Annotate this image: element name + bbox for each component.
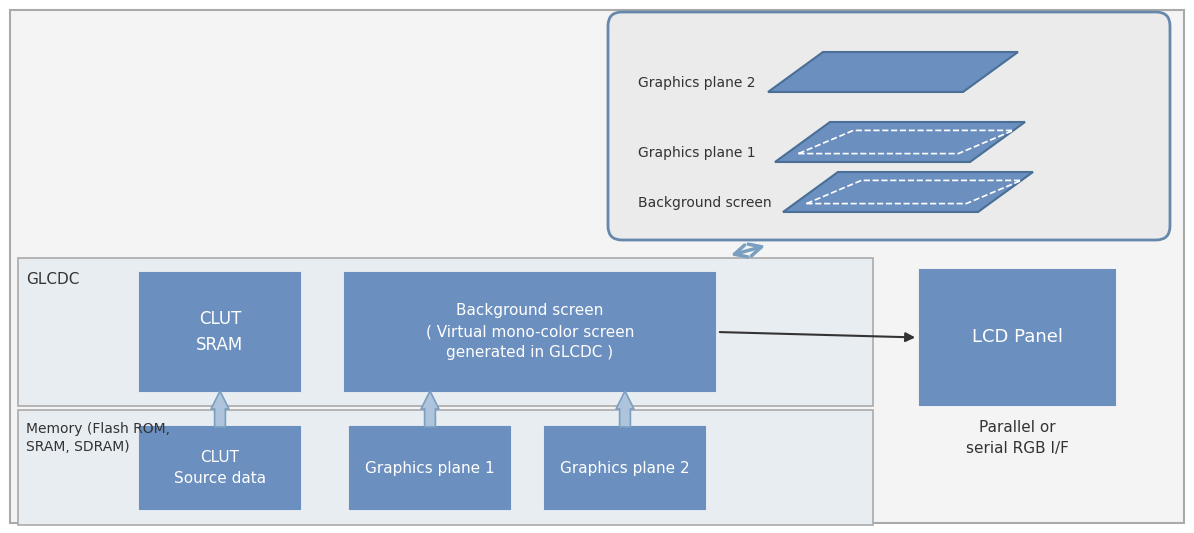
FancyBboxPatch shape <box>608 12 1170 240</box>
FancyBboxPatch shape <box>350 427 510 509</box>
Polygon shape <box>775 122 1024 162</box>
Polygon shape <box>783 172 1033 212</box>
Text: Background screen
( Virtual mono-color screen
generated in GLCDC ): Background screen ( Virtual mono-color s… <box>426 303 634 360</box>
Text: Memory (Flash ROM,
SRAM, SDRAM): Memory (Flash ROM, SRAM, SDRAM) <box>26 422 170 455</box>
Text: Background screen: Background screen <box>638 196 771 210</box>
FancyBboxPatch shape <box>18 258 873 406</box>
Text: Graphics plane 1: Graphics plane 1 <box>638 146 756 160</box>
Polygon shape <box>768 52 1018 92</box>
FancyBboxPatch shape <box>140 427 300 509</box>
FancyBboxPatch shape <box>921 270 1115 405</box>
Text: LCD Panel: LCD Panel <box>972 328 1063 346</box>
Text: CLUT
Source data: CLUT Source data <box>174 450 266 486</box>
Text: Graphics plane 2: Graphics plane 2 <box>638 76 756 90</box>
FancyArrow shape <box>616 391 634 427</box>
Text: Parallel or
serial RGB I/F: Parallel or serial RGB I/F <box>966 420 1069 456</box>
Text: CLUT
SRAM: CLUT SRAM <box>196 310 244 354</box>
FancyBboxPatch shape <box>544 427 704 509</box>
FancyArrow shape <box>211 391 229 427</box>
Text: Graphics plane 1: Graphics plane 1 <box>365 461 494 475</box>
FancyBboxPatch shape <box>18 410 873 525</box>
FancyBboxPatch shape <box>10 10 1184 523</box>
Text: GLCDC: GLCDC <box>26 272 79 287</box>
FancyBboxPatch shape <box>345 273 715 391</box>
FancyArrow shape <box>421 391 439 427</box>
Text: Graphics plane 2: Graphics plane 2 <box>560 461 690 475</box>
FancyBboxPatch shape <box>140 273 300 391</box>
